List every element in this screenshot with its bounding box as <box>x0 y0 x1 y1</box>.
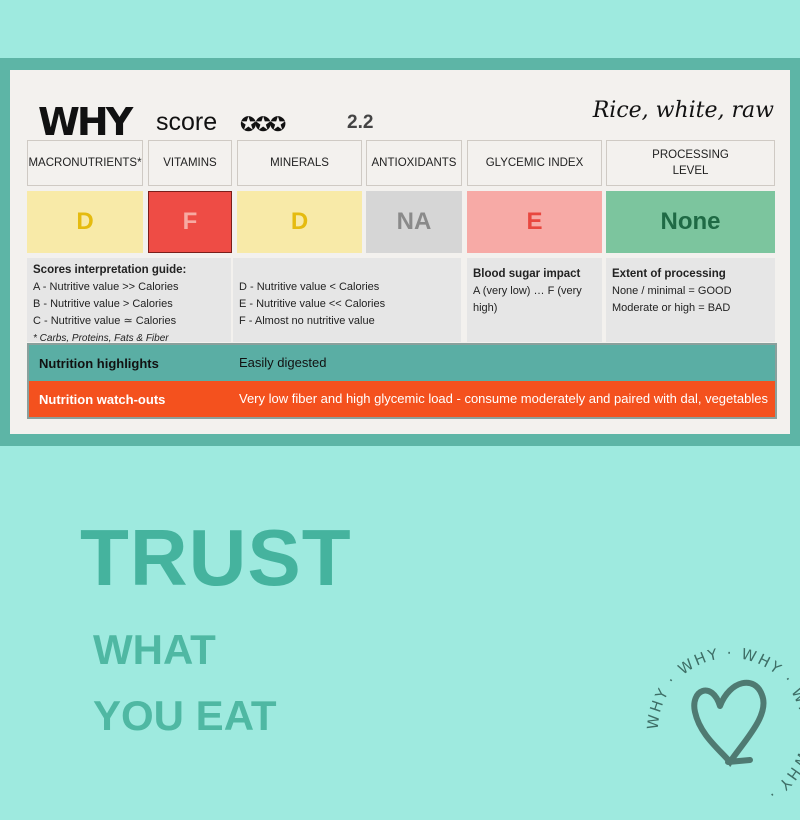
header-macronutrients: MACRONUTRIENTS* <box>27 140 143 186</box>
proc-title: Extent of processing <box>612 268 726 280</box>
grade-glycemic-index: E <box>467 191 602 253</box>
grade-minerals: D <box>237 191 362 253</box>
nutrition-notes: Nutrition highlights Easily digested Nut… <box>27 343 777 419</box>
guide-e: E - Nutritive value << Calories <box>239 298 386 310</box>
tagline-you-eat: YOU EAT <box>93 692 277 739</box>
header-glycemic-index: GLYCEMIC INDEX <box>467 140 602 186</box>
guide-note: * Carbs, Proteins, Fats & Fiber <box>33 333 169 344</box>
food-name: Rice, white, raw <box>592 98 774 123</box>
guide-d: D - Nutritive value < Calories <box>239 281 380 293</box>
grade-vitamins: F <box>148 191 232 253</box>
header-processing-level: PROCESSING LEVEL <box>606 140 775 186</box>
score-label: score <box>156 108 218 136</box>
guide-glycemic: Blood sugar impact A (very low) … F (ver… <box>467 258 602 342</box>
watchouts-label: Nutrition watch-outs <box>39 391 166 407</box>
why-logo: WHY <box>38 100 133 144</box>
grade-processing-level: None <box>606 191 775 253</box>
guide-processing: Extent of processing None / minimal = GO… <box>606 258 775 342</box>
score-value: 2.2 <box>347 112 374 133</box>
guide-f: F - Almost no nutritive value <box>239 315 375 327</box>
watchouts-text: Very low fiber and high glycemic load - … <box>239 391 768 406</box>
guide-a-c: Scores interpretation guide: A - Nutriti… <box>27 258 231 344</box>
guide-a: A - Nutritive value >> Calories <box>33 281 179 293</box>
guide-title: Scores interpretation guide: <box>33 264 187 276</box>
guide-c: C - Nutritive value ≃ Calories <box>33 315 177 327</box>
guide-d-f: D - Nutritive value < Calories E - Nutri… <box>233 258 461 342</box>
heart-icon <box>691 679 767 767</box>
grade-macronutrients: D <box>27 191 143 253</box>
gi-title: Blood sugar impact <box>473 268 581 280</box>
score-stars-icon: ✪✪✪ <box>240 114 286 136</box>
badge-ring-text: WHY · WHY · WHY · WHY · WHY · <box>644 644 800 804</box>
grade-antioxidants: NA <box>366 191 462 253</box>
highlights-label: Nutrition highlights <box>39 355 159 371</box>
proc-good: None / minimal = GOOD <box>612 285 732 297</box>
header-antioxidants: ANTIOXIDANTS <box>366 140 462 186</box>
guide-b: B - Nutritive value > Calories <box>33 298 173 310</box>
gi-text: A (very low) … F (very high) <box>473 285 582 314</box>
watchouts-row: Nutrition watch-outs Very low fiber and … <box>29 381 775 417</box>
proc-bad: Moderate or high = BAD <box>612 302 731 314</box>
tagline-what: WHAT <box>93 626 216 673</box>
highlights-row: Nutrition highlights Easily digested <box>29 345 775 381</box>
why-badge: WHY · WHY · WHY · WHY · WHY · <box>644 644 800 804</box>
header-minerals: MINERALS <box>237 140 362 186</box>
why-score-card: WHY score ✪✪✪ 2.2 Rice, white, raw MACRO… <box>10 70 790 434</box>
header-vitamins: VITAMINS <box>148 140 232 186</box>
highlights-text: Easily digested <box>239 355 327 370</box>
tagline-trust: TRUST <box>80 513 352 602</box>
